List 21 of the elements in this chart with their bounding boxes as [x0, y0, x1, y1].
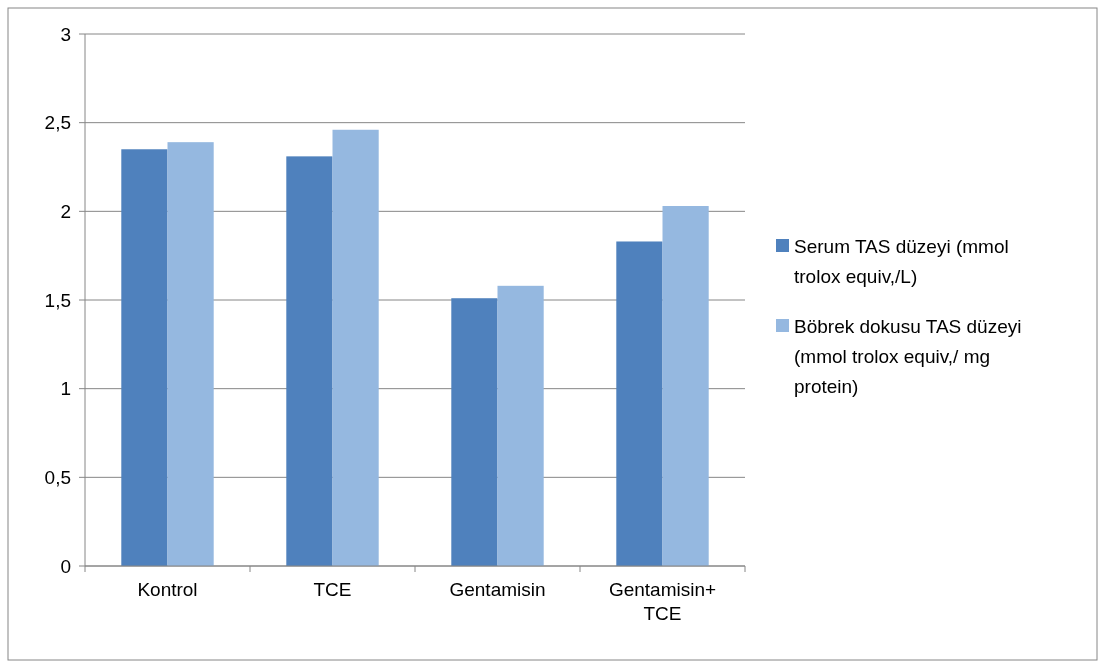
legend-label: Serum TAS düzeyi (mmol trolox equiv,/L): [794, 236, 1009, 287]
x-tick-label: Gentamisin: [449, 579, 546, 600]
x-tick-label: Gentamisin+ TCE: [608, 579, 717, 624]
y-tick-label: 0,5: [44, 466, 71, 488]
y-tick-label: 0: [60, 555, 71, 577]
bar: [497, 285, 544, 566]
y-tick-label: 3: [60, 23, 71, 45]
legend-label: Böbrek dokusu TAS düzeyi (mmol trolox equiv,/ mg protein): [794, 316, 1022, 397]
bar: [121, 149, 168, 566]
bar: [662, 206, 709, 566]
y-tick-label: 2,5: [44, 112, 71, 134]
y-tick-label: 1: [60, 378, 71, 400]
bar: [616, 241, 663, 566]
bar: [167, 142, 214, 566]
bar: [451, 298, 498, 566]
bar: [286, 156, 333, 566]
x-tick-label: TCE: [313, 579, 352, 600]
bar: [332, 129, 379, 566]
x-tick-label: Kontrol: [137, 579, 198, 600]
y-tick-label: 2: [60, 200, 71, 222]
y-tick-label: 1,5: [44, 289, 71, 311]
